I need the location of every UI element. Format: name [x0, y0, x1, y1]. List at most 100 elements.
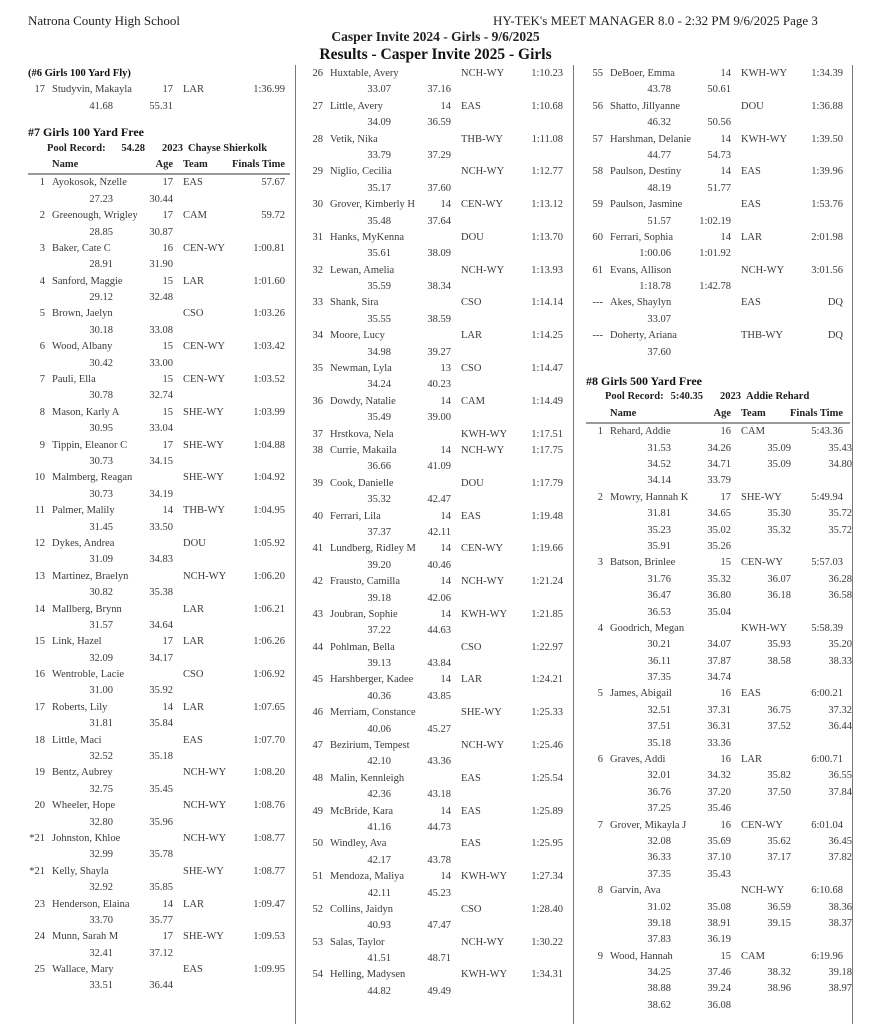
place: 34	[312, 330, 324, 342]
split-time: 35.78	[149, 849, 173, 861]
team: NCH-WY	[461, 444, 505, 456]
place: 59	[592, 199, 604, 211]
result-row: 55 DeBoer, Emma 14 KWH-WY 1:34.39	[575, 66, 852, 82]
team: LAR	[183, 701, 204, 713]
column-divider	[295, 65, 296, 1024]
team: EAS	[461, 805, 481, 817]
splits-row: 31.81 34.65 35.30 35.72	[575, 506, 852, 522]
split-time: 1:18.78	[639, 281, 671, 293]
finals-time: 1:25.54	[531, 772, 563, 784]
column-divider	[573, 65, 574, 1024]
split-time: 35.59	[367, 281, 391, 293]
team: DOU	[741, 100, 764, 112]
team: CAM	[741, 426, 765, 438]
split-time: 31.09	[89, 554, 113, 566]
team: CEN-WY	[461, 543, 503, 555]
split-time: 31.02	[647, 901, 671, 913]
result-row: 33 Shank, Sira CSO 1:14.14	[295, 295, 571, 311]
splits-row: 36.47 36.80 36.18 36.58	[575, 588, 852, 604]
splits-row: 29.12 32.48	[17, 290, 293, 306]
split-time: 34.15	[149, 455, 173, 467]
result-row: 7 Grover, Mikayla J 16 CEN-WY 6:01.04	[575, 818, 852, 834]
split-time: 30.73	[89, 488, 113, 500]
split-time: 35.18	[647, 737, 671, 749]
age: 13	[440, 363, 452, 375]
swimmer-name: Evans, Allison	[610, 264, 672, 276]
swimmer-name: Joubran, Sophie	[330, 608, 398, 620]
place: 28	[312, 133, 324, 145]
splits-row: 32.52 35.18	[17, 749, 293, 765]
finals-time: 1:12.77	[531, 166, 563, 178]
finals-time: 1:00.81	[253, 242, 285, 254]
result-row: 43 Joubran, Sophie 14 KWH-WY 1:21.85	[295, 607, 571, 623]
place: 53	[312, 936, 324, 948]
split-time: 51.57	[647, 215, 671, 227]
splits-row: 35.32 42.47	[295, 492, 571, 508]
split-time: 36.44	[149, 980, 173, 992]
place: 39	[312, 477, 324, 489]
swimmer-name: Newman, Lyla	[330, 363, 392, 375]
swimmer-name: Wallace, Mary	[52, 964, 114, 976]
split-time: 42.11	[427, 526, 451, 538]
place: 16	[34, 669, 46, 681]
result-row: 11 Palmer, Malily 14 THB-WY 1:04.95	[17, 503, 293, 519]
split-time: 37.35	[647, 868, 671, 880]
pool-record-time: 5:40.35	[670, 391, 703, 403]
team: EAS	[741, 297, 761, 309]
splits-row: 36.66 41.09	[295, 459, 571, 475]
team: CAM	[741, 950, 765, 962]
place: 25	[34, 964, 46, 976]
split-time: 33.08	[149, 324, 173, 336]
splits-row: 40.36 43.85	[295, 689, 571, 705]
splits-row: 34.98 39.27	[295, 345, 571, 361]
software-page-info: HY-TEK's MEET MANAGER 8.0 - 2:32 PM 9/6/…	[493, 13, 818, 28]
place: 12	[34, 537, 46, 549]
split-time: 49.49	[427, 985, 451, 997]
age: 14	[720, 231, 732, 243]
team: CSO	[183, 669, 204, 681]
swimmer-name: Collins, Jaidyn	[330, 903, 394, 915]
split-time: 39.27	[427, 346, 451, 358]
splits-row: 33.51 36.44	[17, 978, 293, 994]
finals-time: 1:06.92	[253, 669, 285, 681]
result-row: 19 Bentz, Aubrey NCH-WY 1:08.20	[17, 765, 293, 781]
place: 5	[597, 688, 603, 700]
split-time: 38.36	[828, 901, 852, 913]
result-row: 4 Sanford, Maggie 15 LAR 1:01.60	[17, 274, 293, 290]
place: 41	[312, 543, 324, 555]
split-time: 40.46	[427, 559, 451, 571]
age: 14	[440, 444, 452, 456]
place: 6	[39, 341, 45, 353]
split-time: 35.96	[149, 816, 173, 828]
age: 14	[162, 505, 174, 517]
split-time: 36.59	[427, 117, 451, 129]
place: *21	[29, 832, 45, 844]
age: 15	[720, 950, 732, 962]
header-finals-time: Finals Time	[790, 407, 843, 419]
result-row: 32 Lewan, Amelia NCH-WY 1:13.93	[295, 263, 571, 279]
result-row: 61 Evans, Allison NCH-WY 3:01.56	[575, 263, 852, 279]
split-time: 33.00	[149, 357, 173, 369]
split-time: 35.61	[367, 248, 391, 260]
finals-time: 57.67	[261, 177, 285, 189]
pool-record-holder: Addie Rehard	[746, 391, 810, 403]
swimmer-name: Tippin, Eleanor C	[52, 439, 128, 451]
split-time: 31.45	[89, 521, 113, 533]
splits-row: 39.18 42.06	[295, 591, 571, 607]
place: 50	[312, 838, 324, 850]
swimmer-name: Wheeler, Hope	[52, 800, 116, 812]
split-time: 43.18	[427, 789, 451, 801]
split-time: 39.00	[427, 412, 451, 424]
splits-row: 1:00.06 1:01.92	[575, 246, 852, 262]
place: 8	[39, 406, 45, 418]
place: 31	[312, 231, 324, 243]
swimmer-name: Palmer, Malily	[52, 505, 115, 517]
team: NCH-WY	[461, 740, 505, 752]
swimmer-name: Wood, Hannah	[610, 950, 673, 962]
split-time: 31.90	[149, 259, 173, 271]
swimmer-name: Lundberg, Ridley M	[330, 543, 416, 555]
swimmer-name: Lewan, Amelia	[330, 264, 395, 276]
team: LAR	[461, 330, 482, 342]
split-time: 30.87	[149, 226, 173, 238]
header-name: Name	[610, 407, 637, 419]
